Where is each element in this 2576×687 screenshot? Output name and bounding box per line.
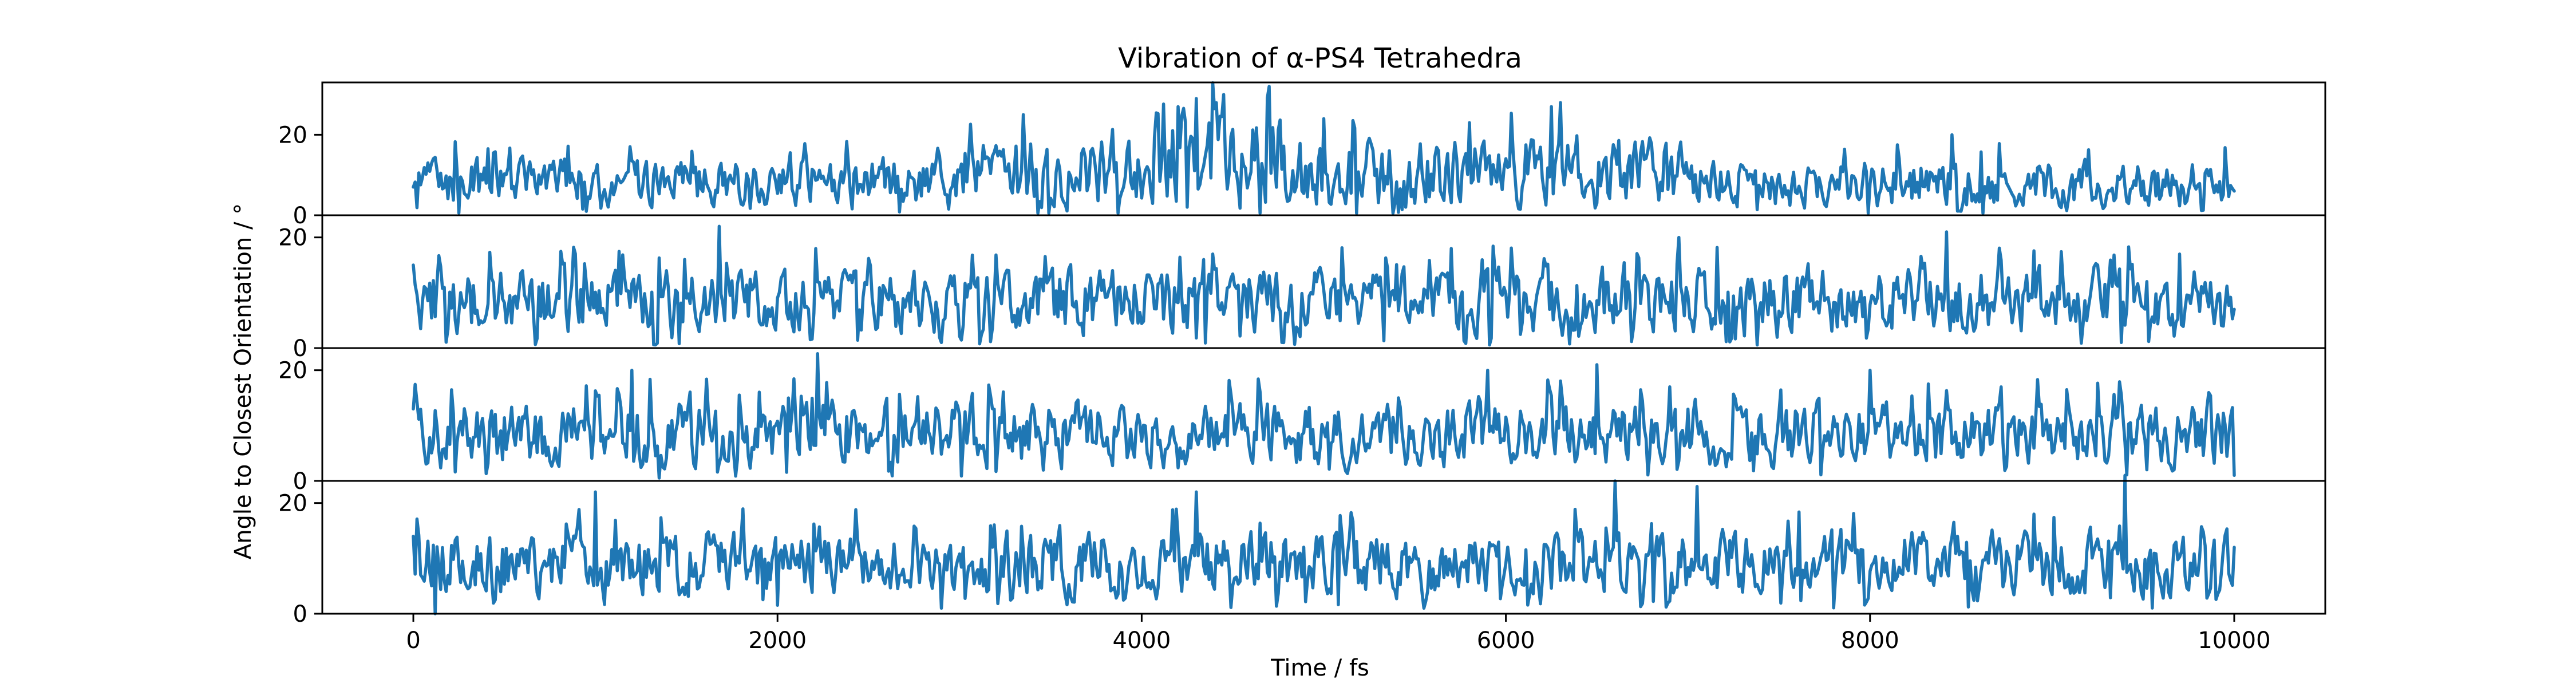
y-tick-label: 0 (293, 335, 307, 362)
y-tick-label: 20 (278, 122, 307, 148)
x-tick-label: 4000 (1113, 627, 1171, 654)
y-tick-label: 0 (293, 601, 307, 627)
y-tick-label: 20 (278, 225, 307, 251)
y-tick-label: 0 (293, 203, 307, 229)
y-axis-label: Angle to Closest Orientation / ° (230, 203, 256, 559)
y-tick-label: 0 (293, 468, 307, 495)
x-axis-label: Time / fs (1270, 655, 1369, 681)
x-tick-label: 6000 (1477, 627, 1535, 654)
panel-3: 0 20 (278, 347, 2326, 495)
series-line (412, 473, 2236, 615)
panel-1: 0 20 (278, 81, 2326, 229)
x-tick-label: 8000 (1841, 627, 1899, 654)
panel-frame (321, 480, 2326, 615)
chart-title: Vibration of α-PS4 Tetrahedra (1118, 42, 1522, 74)
series-line (412, 224, 2236, 347)
series-line (412, 352, 2236, 480)
panel-2: 0 20 (278, 214, 2326, 362)
x-axis: 0 2000 4000 6000 8000 10000 (406, 614, 2271, 654)
y-tick-label: 20 (278, 358, 307, 384)
x-tick-label: 10000 (2198, 627, 2270, 654)
y-tick-label: 20 (278, 491, 307, 517)
x-tick-label: 2000 (748, 627, 807, 654)
x-tick-label: 0 (406, 627, 420, 654)
series-line (412, 81, 2236, 215)
panel-4: 0 20 (278, 473, 2326, 627)
